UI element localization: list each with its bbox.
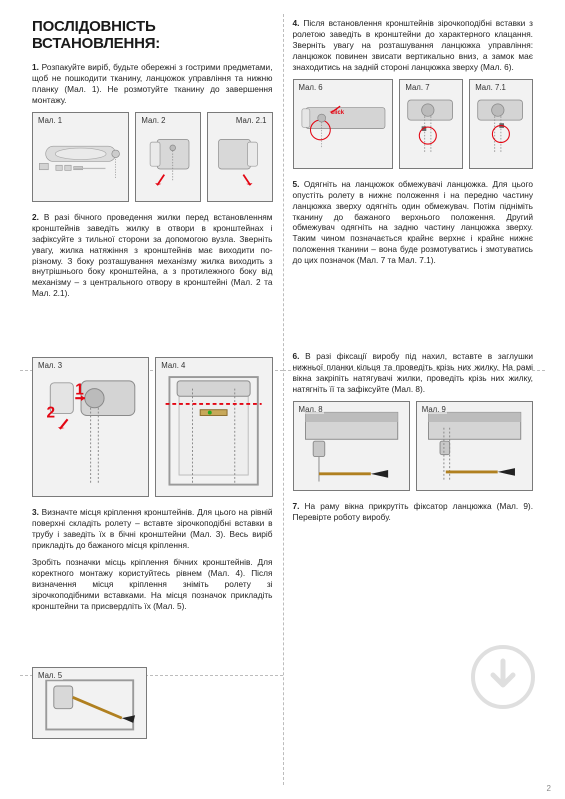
figure-9: Мал. 9 [416,401,533,491]
page-title: ПОСЛІДОВНІСТЬ ВСТАНОВЛЕННЯ: [32,18,273,52]
figure-8: Мал. 8 [293,401,410,491]
step-5-text: 5. Одягніть на ланцюжок обмежувачі ланцю… [293,179,534,267]
figure-7: Мал. 7 [399,79,463,169]
figure-7-1: Мал. 7.1 [469,79,533,169]
fig-8-label: Мал. 8 [298,405,324,414]
step-7-text: 7. На раму вікна прикрутіть фіксатор лан… [293,501,534,523]
figure-4: Мал. 4 [155,357,272,497]
step-1-text: 1. Розпакуйте виріб, будьте обережні з г… [32,62,273,106]
fig-6-label: Мал. 6 [298,83,324,92]
fig-9-label: Мал. 9 [421,405,447,414]
step-3a-text: 3. Визначте місця кріплення кронштейнів.… [32,507,273,551]
figure-6: Мал. 6 click [293,79,394,169]
fig-21-label: Мал. 2.1 [235,116,268,125]
fig-7-label: Мал. 7 [404,83,430,92]
figure-2-1: Мал. 2.1 [207,112,273,202]
page-number: 2 [547,784,551,793]
fig-71-label: Мал. 7.1 [474,83,507,92]
step-3b-text: Зробіть позначки місць кріплення бічних … [32,557,273,612]
fig-4-label: Мал. 4 [160,361,186,370]
step-2-text: 2. В разі бічного проведення жилки перед… [32,212,273,300]
svg-text:1: 1 [75,381,84,398]
fig-2-label: Мал. 2 [140,116,166,125]
step-6-text: 6. В разі фіксації виробу під нахил, вст… [293,351,534,395]
figure-1: Мал. 1 [32,112,129,202]
step-4-text: 4. Після встановлення кронштейнів зірочк… [293,18,534,73]
fig-3-label: Мал. 3 [37,361,63,370]
svg-text:2: 2 [46,404,55,421]
figure-3: Мал. 3 2 1 [32,357,149,497]
fig-1-label: Мал. 1 [37,116,63,125]
figure-5: Мал. 5 [32,667,147,739]
figure-2: Мал. 2 [135,112,201,202]
fig-5-label: Мал. 5 [37,671,63,680]
